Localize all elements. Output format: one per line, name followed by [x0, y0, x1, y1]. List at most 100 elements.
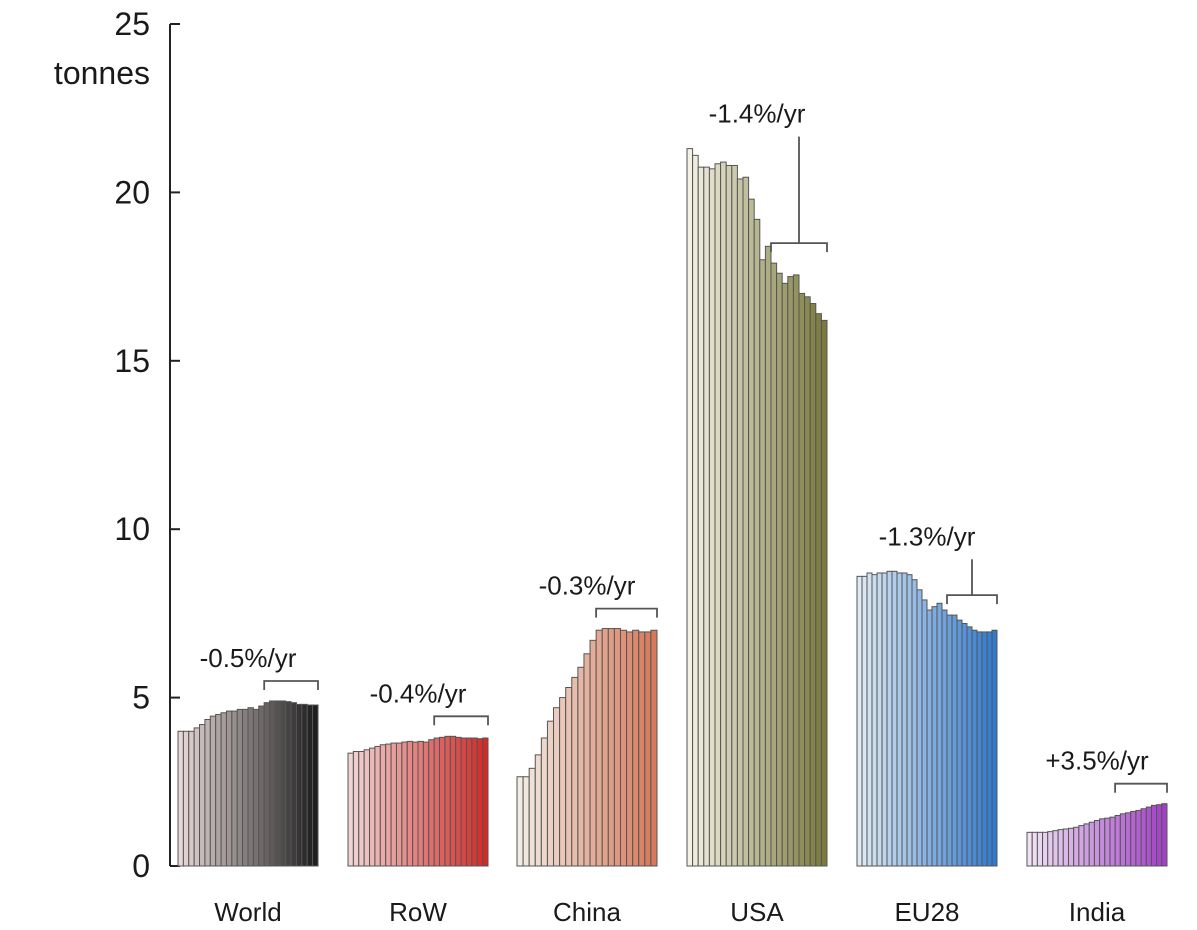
bar — [401, 741, 408, 867]
bar — [991, 629, 998, 867]
bar — [638, 631, 646, 867]
bar — [787, 276, 794, 867]
bar — [209, 715, 217, 867]
bar — [269, 700, 276, 867]
bar — [406, 740, 414, 867]
rate-label: -0.5%/yr — [200, 643, 297, 673]
bar — [1140, 808, 1147, 867]
bar — [720, 161, 727, 867]
bar — [901, 572, 908, 867]
bar — [971, 629, 978, 867]
bar — [290, 702, 297, 867]
trend-bracket — [263, 680, 319, 690]
bar — [776, 272, 783, 867]
bar — [1145, 806, 1152, 867]
bar — [177, 730, 184, 867]
bar — [931, 606, 938, 867]
y-tick-label: 10 — [114, 511, 150, 547]
bar — [444, 735, 451, 867]
bar-group-eu28: EU28 -1.3%/yr — [856, 521, 998, 927]
bar — [1135, 809, 1142, 867]
bar — [279, 700, 287, 867]
bar — [225, 710, 233, 867]
bar — [546, 720, 555, 867]
bar — [725, 164, 733, 867]
bar — [613, 628, 621, 867]
bar — [247, 707, 254, 867]
y-tick-label: 15 — [114, 343, 150, 379]
bar — [188, 730, 195, 867]
y-axis-ticks: 0 5 10 15 20 25 — [114, 6, 180, 884]
bar — [417, 740, 424, 867]
rate-label: -1.4%/yr — [709, 99, 806, 129]
bar — [686, 148, 694, 867]
y-tick-label: 5 — [132, 680, 150, 716]
bar — [1088, 821, 1095, 867]
bar — [516, 776, 524, 867]
bar — [1083, 823, 1090, 867]
bar — [916, 589, 923, 867]
bar — [258, 705, 265, 867]
bar — [1042, 831, 1049, 867]
bar — [896, 572, 903, 867]
bar — [804, 296, 811, 867]
bar — [220, 712, 227, 867]
bar-group-china: China -0.3%/yr — [516, 571, 658, 927]
bar — [1104, 817, 1111, 867]
bar-group-row: RoW -0.4%/yr — [347, 678, 489, 927]
bar-group-world: World -0.5%/yr — [177, 643, 319, 927]
bar — [1067, 827, 1075, 867]
trend-bracket — [946, 594, 998, 605]
bar — [301, 703, 308, 867]
bar — [703, 166, 710, 867]
bar — [770, 262, 778, 867]
bar — [815, 313, 822, 867]
bar — [736, 178, 744, 867]
bar — [936, 602, 943, 867]
bar — [1099, 818, 1106, 867]
bar — [1073, 826, 1080, 867]
rate-label: -0.3%/yr — [539, 571, 636, 601]
bar — [439, 736, 446, 867]
bar — [820, 319, 828, 867]
bar — [482, 737, 489, 867]
bar — [692, 154, 699, 867]
bar — [866, 572, 873, 867]
bar — [708, 168, 716, 867]
bar — [644, 631, 652, 867]
bar — [522, 776, 530, 867]
category-label: China — [553, 897, 621, 927]
bar — [460, 737, 467, 867]
bar — [748, 198, 755, 867]
bar — [764, 245, 772, 867]
bar — [385, 743, 392, 867]
bar — [798, 292, 806, 867]
bar — [242, 708, 249, 867]
bar — [1119, 813, 1127, 867]
category-label: India — [1069, 897, 1126, 927]
bar — [607, 628, 615, 867]
bar — [966, 626, 973, 867]
bar — [465, 737, 473, 867]
bar — [926, 609, 933, 867]
bar — [540, 737, 548, 867]
bar — [1114, 814, 1121, 867]
bar — [215, 713, 222, 867]
bar — [891, 570, 898, 867]
bar — [369, 747, 376, 867]
bar — [626, 631, 634, 867]
category-label: EU28 — [894, 897, 959, 927]
bar — [204, 718, 211, 867]
bar — [428, 739, 435, 867]
bar — [379, 744, 387, 867]
bar — [742, 176, 750, 867]
bar — [471, 737, 478, 867]
bar — [619, 629, 628, 867]
bar — [941, 609, 948, 867]
bar — [951, 614, 958, 867]
bar — [1125, 812, 1132, 867]
bar — [792, 274, 800, 867]
category-label: World — [214, 897, 281, 927]
bar — [809, 303, 817, 867]
bar — [455, 736, 462, 867]
